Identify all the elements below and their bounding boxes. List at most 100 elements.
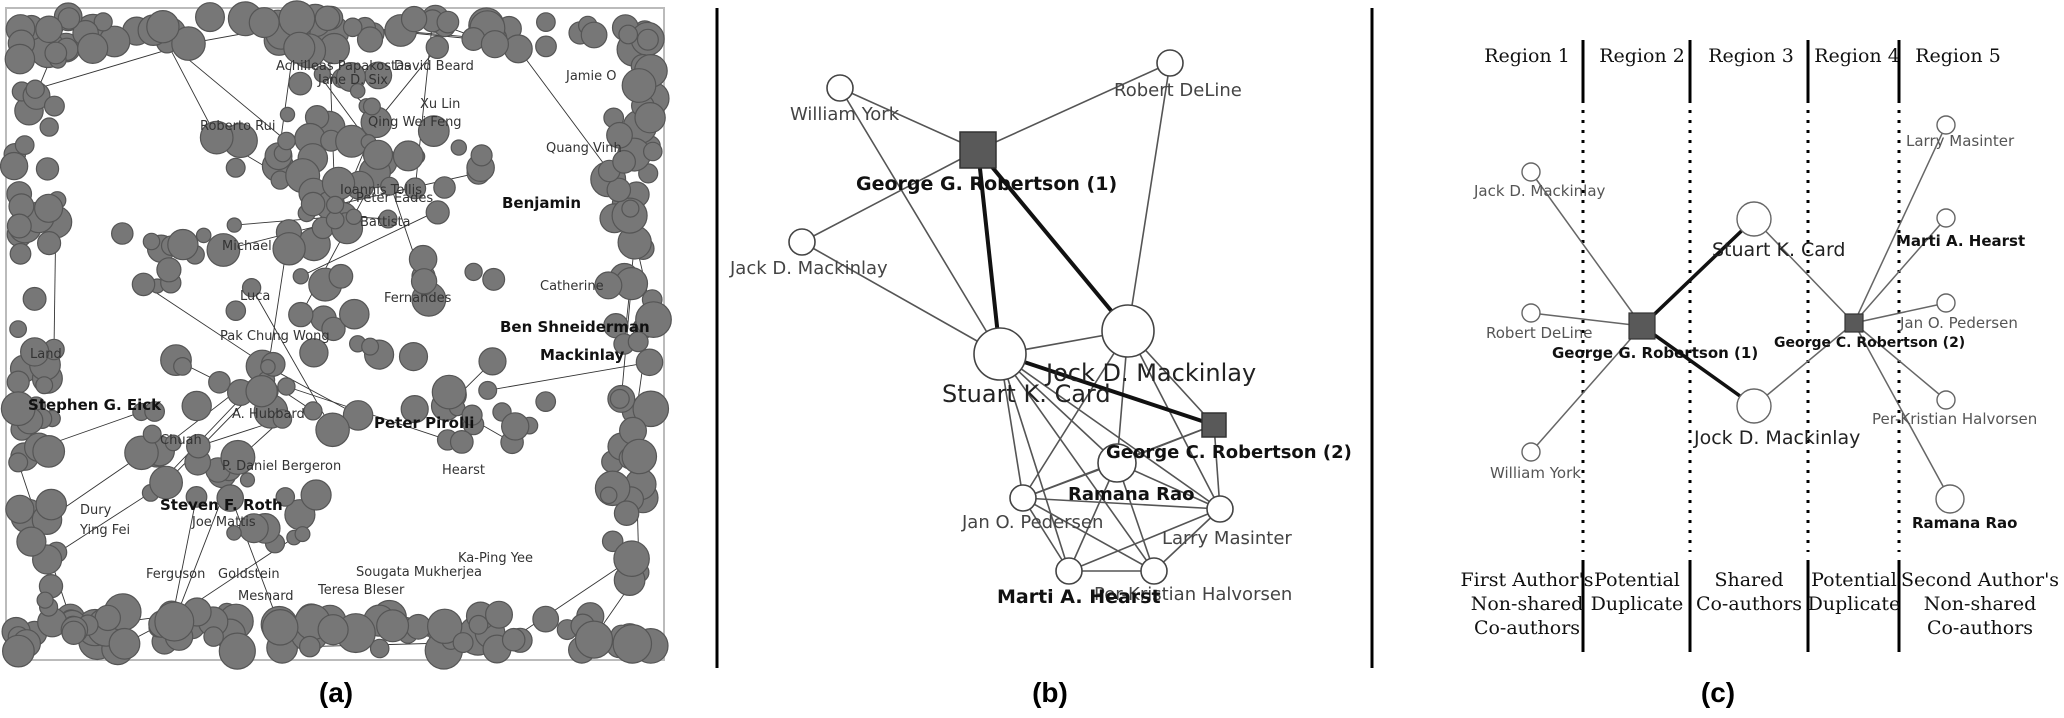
panel-a-node — [57, 7, 81, 30]
panel-a-node — [321, 316, 346, 342]
node-c_lm — [1936, 115, 1956, 135]
edge-c_jdm-c_gr1 — [1530, 171, 1643, 327]
panel-a-node — [609, 388, 630, 409]
region-caption-1-line-1: First Author's — [1460, 569, 1593, 591]
panel-a-node — [167, 228, 199, 261]
panel-a-node — [142, 232, 161, 251]
panel-a-author-label: Mackinlay — [540, 346, 625, 364]
panel-a-node — [635, 348, 664, 377]
c-node-label-jock-d-mackinlay: Jock D. Mackinlay — [1693, 427, 1860, 449]
edge-wy-skc — [839, 87, 1001, 355]
panel-a-node — [195, 2, 226, 33]
panel-a-node — [292, 268, 309, 285]
panel-a-author-label: Stephen G. Eick — [28, 396, 162, 414]
panel-a-author-label: Jamie O — [565, 69, 616, 84]
panel-a-author-label: Steven F. Roth — [160, 496, 283, 514]
panel-a-node — [425, 35, 449, 59]
edge-rd-jock — [1127, 62, 1171, 332]
panel-a-node — [300, 191, 326, 217]
panel-a-node — [272, 409, 293, 429]
panel-a-node — [288, 301, 314, 328]
panel-a-node — [328, 263, 354, 289]
panel-a-node — [288, 71, 313, 96]
edge-jock-lm — [1127, 330, 1221, 510]
edge-jop-pkh — [1022, 497, 1155, 572]
panel-a-author-label: Roberto Rui — [200, 119, 275, 134]
panel-a-node — [404, 177, 427, 200]
panel-a-node — [278, 0, 316, 38]
node-label-marti-a-hearst: Marti A. Hearst — [997, 586, 1161, 608]
caption-c: (c) — [1701, 677, 1735, 708]
edge-skc-pkh — [999, 353, 1155, 572]
edge-jop-mah — [1022, 497, 1070, 572]
panel-a-node — [378, 209, 398, 229]
region-caption-4-line-2: Duplicate — [1808, 593, 1901, 615]
panel-a-node — [342, 17, 363, 38]
panel-a-author-label: Michael — [222, 239, 272, 254]
node-skc — [973, 327, 1027, 381]
panel-a-node — [314, 5, 341, 32]
panel-a-node — [450, 139, 467, 156]
panel-a-node — [186, 433, 211, 459]
region-caption-5-line-1: Second Author's — [1901, 569, 2059, 591]
panel-a-node — [181, 390, 212, 422]
panel-a-node — [503, 34, 533, 64]
panel-a-node — [8, 452, 29, 473]
panel-a-node — [627, 331, 649, 353]
edge-c_jock-c_gr2 — [1753, 322, 1855, 407]
strong-edge-c_gr1-c_skc — [1640, 217, 1756, 328]
panel-a-node — [535, 35, 557, 58]
panel-a-node — [536, 12, 556, 33]
node-mah — [1055, 557, 1083, 585]
node-c_gr1 — [1628, 312, 1656, 340]
edge-jdm-gr1 — [801, 149, 979, 243]
edge-c_lm-c_gr2 — [1853, 124, 1947, 324]
panel-a-node — [632, 390, 670, 428]
region-header-3: Region 3 — [1708, 45, 1794, 67]
panel-a-node — [241, 278, 262, 298]
panel-a-author-label: Ben Shneiderman — [500, 318, 650, 336]
edge-c_rr-c_gr2 — [1853, 322, 1951, 500]
panel-a-node — [532, 605, 560, 633]
panel-a-node — [501, 627, 526, 652]
panel-a-author-label: Peter Eades — [356, 191, 433, 206]
panel-a-author-label: Catherine — [540, 279, 604, 294]
panel-a-node — [362, 139, 394, 170]
panel-a-node — [111, 222, 134, 245]
panel-a-node — [36, 591, 54, 609]
panel-a-node — [261, 608, 299, 646]
caption-b: (b) — [1032, 677, 1068, 708]
panel-a-node — [298, 635, 321, 658]
panel-a-node — [392, 140, 424, 172]
edge-c_jop-c_gr2 — [1853, 302, 1947, 324]
panel-a-edge — [517, 48, 610, 172]
panel-a-node — [9, 242, 32, 265]
node-jdm — [788, 228, 816, 256]
panel-a-node — [32, 435, 66, 468]
region-caption-5-line-2: Non-shared — [1924, 593, 2037, 615]
panel-a-node — [612, 149, 636, 174]
region-caption-2-line-1: Potential — [1594, 569, 1680, 591]
node-label-stuart-k-card: Stuart K. Card — [942, 380, 1111, 408]
panel-a-node — [436, 10, 460, 34]
panel-a-node — [461, 404, 483, 426]
panel-a-node — [345, 208, 362, 225]
edge-jock-jop — [1022, 330, 1129, 499]
panel-a-author-label: A. Hubbard — [232, 407, 305, 422]
panel-a-author-label: Teresa Bleser — [317, 583, 405, 598]
node-label-larry-masinter: Larry Masinter — [1162, 528, 1292, 549]
panel-a-node — [35, 376, 54, 395]
panel-a-node — [380, 176, 400, 196]
edge-jdm-skc — [801, 241, 1001, 355]
c-node-label-george-c-robertson-2: George C. Robertson (2) — [1774, 335, 1965, 351]
node-c_rd — [1521, 303, 1541, 323]
c-node-label-larry-masinter: Larry Masinter — [1906, 132, 2015, 150]
panel-a-node — [478, 347, 507, 376]
panel-a-node — [9, 320, 28, 339]
panel-a-node — [208, 370, 231, 394]
panel-b-nodes — [788, 49, 1234, 585]
node-c_mah — [1936, 208, 1956, 228]
c-node-label-jack-d-mackinlay: Jack D. Mackinlay — [1473, 182, 1606, 200]
node-rr — [1097, 443, 1137, 483]
